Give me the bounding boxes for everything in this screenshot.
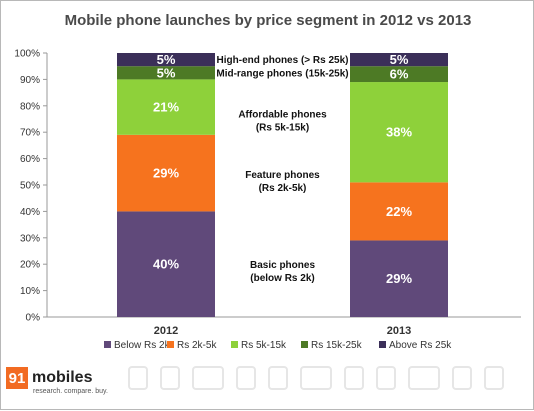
device-silhouette-icon bbox=[376, 366, 396, 390]
segment-annotation: Affordable phones bbox=[238, 109, 327, 120]
bar-segment bbox=[350, 240, 448, 317]
bar-value-label: 38% bbox=[386, 125, 412, 140]
device-silhouette-icon bbox=[160, 366, 180, 390]
y-tick-label: 80% bbox=[20, 101, 40, 112]
legend-label: Below Rs 2k bbox=[114, 340, 171, 351]
bar-segment bbox=[117, 79, 215, 135]
legend-swatch bbox=[231, 341, 238, 348]
legend-swatch bbox=[167, 341, 174, 348]
bar-value-label: 40% bbox=[153, 257, 179, 272]
y-tick-label: 90% bbox=[20, 75, 40, 86]
segment-annotation: Mid-range phones (15k-25k) bbox=[216, 68, 348, 79]
legend-label: Rs 2k-5k bbox=[177, 340, 217, 351]
device-silhouette-icon bbox=[408, 366, 440, 390]
legend: Below Rs 2k Rs 2k-5k Rs 5k-15k Rs 15k-25k Ab… bbox=[104, 340, 452, 351]
bar-value-label: 21% bbox=[153, 100, 179, 115]
logo-tagline: research. compare. buy. bbox=[33, 388, 108, 395]
bar-segment bbox=[117, 66, 215, 80]
device-silhouette-icon bbox=[192, 366, 224, 390]
device-silhouette-icon bbox=[344, 366, 364, 390]
segment-annotation: (below Rs 2k) bbox=[250, 273, 314, 284]
bar-value-label: 5% bbox=[157, 52, 176, 67]
y-tick-label: 30% bbox=[20, 233, 40, 244]
bar-segment bbox=[117, 134, 215, 212]
legend-swatch bbox=[104, 341, 111, 348]
legend-swatch bbox=[301, 341, 308, 348]
logo-badge bbox=[6, 367, 28, 389]
bar-value-label: 29% bbox=[386, 271, 412, 286]
y-tick-label: 0% bbox=[26, 313, 41, 324]
legend-swatch bbox=[379, 341, 386, 348]
legend-label: Rs 15k-25k bbox=[311, 340, 363, 351]
bar-segment bbox=[117, 53, 215, 67]
y-tick-label: 50% bbox=[20, 181, 40, 192]
y-tick-label: 10% bbox=[20, 286, 40, 297]
bar-segment bbox=[350, 82, 448, 183]
device-silhouette-icon bbox=[484, 366, 504, 390]
legend-label: Above Rs 25k bbox=[389, 340, 452, 351]
segment-annotation: (Rs 2k-5k) bbox=[259, 183, 307, 194]
segment-annotation: High-end phones (> Rs 25k) bbox=[217, 55, 349, 66]
segment-annotation: (Rs 5k-15k) bbox=[256, 122, 309, 133]
chart-title: Mobile phone launches by price segment i… bbox=[65, 12, 472, 29]
category-label: 2013 bbox=[387, 325, 411, 337]
bar-value-label: 22% bbox=[386, 204, 412, 219]
y-tick-label: 70% bbox=[20, 128, 40, 139]
logo-wordmark: mobiles bbox=[32, 369, 93, 386]
legend-label: Rs 5k-15k bbox=[241, 340, 287, 351]
bar-segment bbox=[350, 53, 448, 67]
device-silhouette-icon bbox=[128, 366, 148, 390]
device-silhouette-icon bbox=[268, 366, 288, 390]
device-silhouette-icon bbox=[300, 366, 332, 390]
footer-logo: 91 mobiles research. compare. buy. bbox=[6, 366, 504, 395]
bar-value-label: 5% bbox=[157, 65, 176, 80]
bar-segment bbox=[350, 182, 448, 241]
annotations: High-end phones (> Rs 25k) Mid-range phon… bbox=[216, 55, 348, 284]
device-silhouette-icon bbox=[236, 366, 256, 390]
segment-annotation: Basic phones bbox=[250, 260, 315, 271]
device-silhouette-icon bbox=[452, 366, 472, 390]
y-tick-label: 100% bbox=[14, 49, 40, 60]
segment-annotation: Feature phones bbox=[245, 170, 320, 181]
bar-value-label: 6% bbox=[390, 67, 409, 82]
logo-number: 91 bbox=[9, 370, 26, 387]
y-tick-label: 20% bbox=[20, 260, 40, 271]
category-label: 2012 bbox=[154, 325, 178, 337]
bar-segment bbox=[350, 66, 448, 83]
bar-value-label: 5% bbox=[390, 52, 409, 67]
bar-segment bbox=[117, 211, 215, 317]
y-tick-label: 60% bbox=[20, 154, 40, 165]
y-tick-label: 40% bbox=[20, 207, 40, 218]
bar-value-label: 29% bbox=[153, 166, 179, 181]
